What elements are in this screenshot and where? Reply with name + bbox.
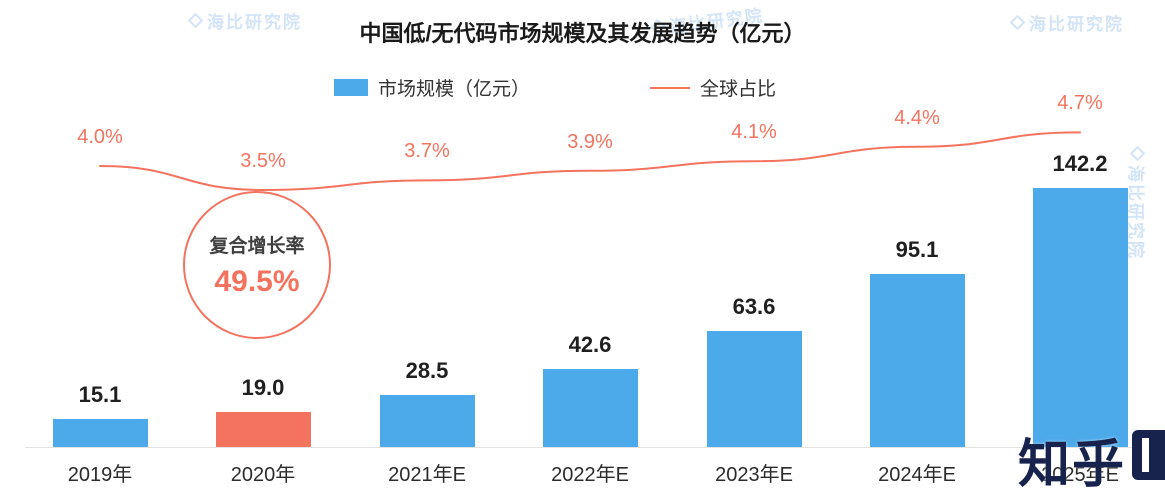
bar-value-label: 95.1 <box>895 236 939 262</box>
bar-2019年 <box>53 419 148 447</box>
line-value-label: 3.5% <box>240 150 286 172</box>
legend-item-market-size: 市场规模（亿元） <box>333 74 530 101</box>
x-axis-label: 2020年 <box>230 464 296 486</box>
x-axis-label: 2021年E <box>388 464 466 486</box>
line-value-label: 4.7% <box>1057 92 1103 115</box>
x-axis-label: 2025年E <box>1041 464 1119 486</box>
line-swatch-icon <box>650 86 690 89</box>
bar-2025年E <box>1033 188 1128 447</box>
line-value-label: 3.7% <box>404 140 450 163</box>
bar-2021年E <box>380 395 475 447</box>
line-value-label: 4.1% <box>731 121 777 144</box>
x-axis-line <box>25 447 1140 448</box>
line-value-label: 4.0% <box>77 126 123 148</box>
bar-value-label: 42.6 <box>568 332 612 358</box>
chart-title: 中国低/无代码市场规模及其发展趋势（亿元） <box>359 21 806 46</box>
cagr-value: 49.5% <box>214 265 300 298</box>
bar-2024年E <box>870 273 965 447</box>
legend-label-global-share: 全球占比 <box>700 79 777 100</box>
line-value-label: 4.4% <box>894 106 940 129</box>
x-axis-label: 2022年E <box>551 464 629 486</box>
bar-2020年 <box>216 412 311 447</box>
cagr-annotation: 复合增长率 49.5% <box>183 191 331 339</box>
x-axis-label: 2019年 <box>67 464 133 486</box>
bar-value-label: 63.6 <box>732 294 776 320</box>
cagr-label: 复合增长率 <box>209 236 305 257</box>
legend-label-market-size: 市场规模（亿元） <box>377 79 530 100</box>
bar-value-label: 19.0 <box>241 375 285 401</box>
legend: 市场规模（亿元） 全球占比 <box>0 74 1110 101</box>
bar-value-label: 28.5 <box>405 358 449 384</box>
x-axis-label: 2024年E <box>878 464 956 486</box>
line-value-label: 3.9% <box>567 130 613 153</box>
bar-value-label: 142.2 <box>1052 151 1108 176</box>
bar-swatch-icon <box>333 79 368 96</box>
bar-2023年E <box>707 331 802 447</box>
x-axis-label: 2023年E <box>715 464 793 486</box>
zhihu-watermark: 知乎 <box>1018 436 1127 494</box>
zhihu-logo-box <box>1132 430 1165 480</box>
bar-value-label: 15.1 <box>78 382 122 408</box>
zhihu-logo-mark <box>1142 438 1149 472</box>
legend-item-global-share: 全球占比 <box>650 74 776 101</box>
bar-2022年E <box>543 369 638 447</box>
